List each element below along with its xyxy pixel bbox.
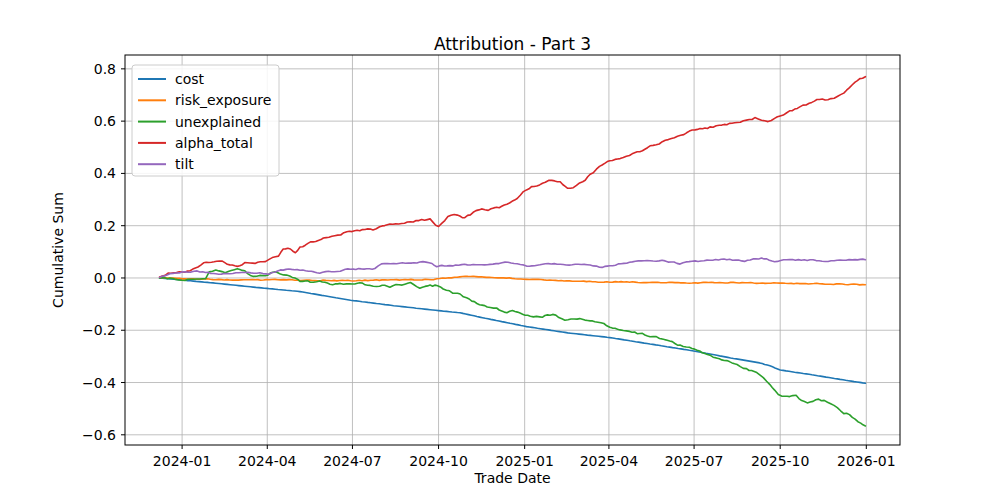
series-line-unexplained	[160, 269, 866, 426]
x-tick-label: 2025-01	[495, 453, 554, 469]
legend-label-risk_exposure: risk_exposure	[175, 92, 271, 108]
y-tick-label: 0.2	[94, 218, 116, 234]
y-tick-label: −0.2	[82, 322, 116, 338]
y-tick-label: −0.4	[82, 375, 116, 391]
legend-label-unexplained: unexplained	[175, 114, 261, 130]
x-tick-label: 2025-04	[580, 453, 639, 469]
x-tick-label: 2024-01	[153, 453, 212, 469]
figure-canvas: 2024-01 2024-04 2024-07 2024-10 2025-01 2025-…	[0, 0, 1000, 500]
x-tick-label: 2025-07	[665, 453, 724, 469]
x-axis-label: Trade Date	[473, 470, 550, 486]
y-tick-label: 0.0	[94, 270, 116, 286]
x-tick-label: 2024-07	[323, 453, 382, 469]
x-tick-label: 2026-01	[837, 453, 896, 469]
y-tick-label: 0.8	[94, 61, 116, 77]
legend-label-tilt: tilt	[175, 156, 194, 172]
y-tick-label: −0.6	[82, 427, 116, 443]
legend-layer: cost risk_exposure unexplained alpha_totalt…	[132, 65, 279, 176]
legend-label-cost: cost	[175, 71, 205, 87]
y-axis-label: Cumulative Sum	[50, 192, 66, 308]
attribution-chart: 2024-01 2024-04 2024-07 2024-10 2025-01 2025-…	[0, 0, 1000, 500]
series-line-cost	[160, 278, 866, 383]
legend-label-alpha_total: alpha_total	[175, 135, 253, 151]
y-tick-label: 0.6	[94, 113, 116, 129]
x-tick-label: 2025-10	[751, 453, 810, 469]
y-tick-label: 0.4	[94, 165, 116, 181]
x-tick-label: 2024-04	[238, 453, 297, 469]
series-line-risk_exposure	[160, 276, 866, 285]
x-tick-label: 2024-10	[409, 453, 468, 469]
chart-title: Attribution - Part 3	[434, 34, 591, 54]
